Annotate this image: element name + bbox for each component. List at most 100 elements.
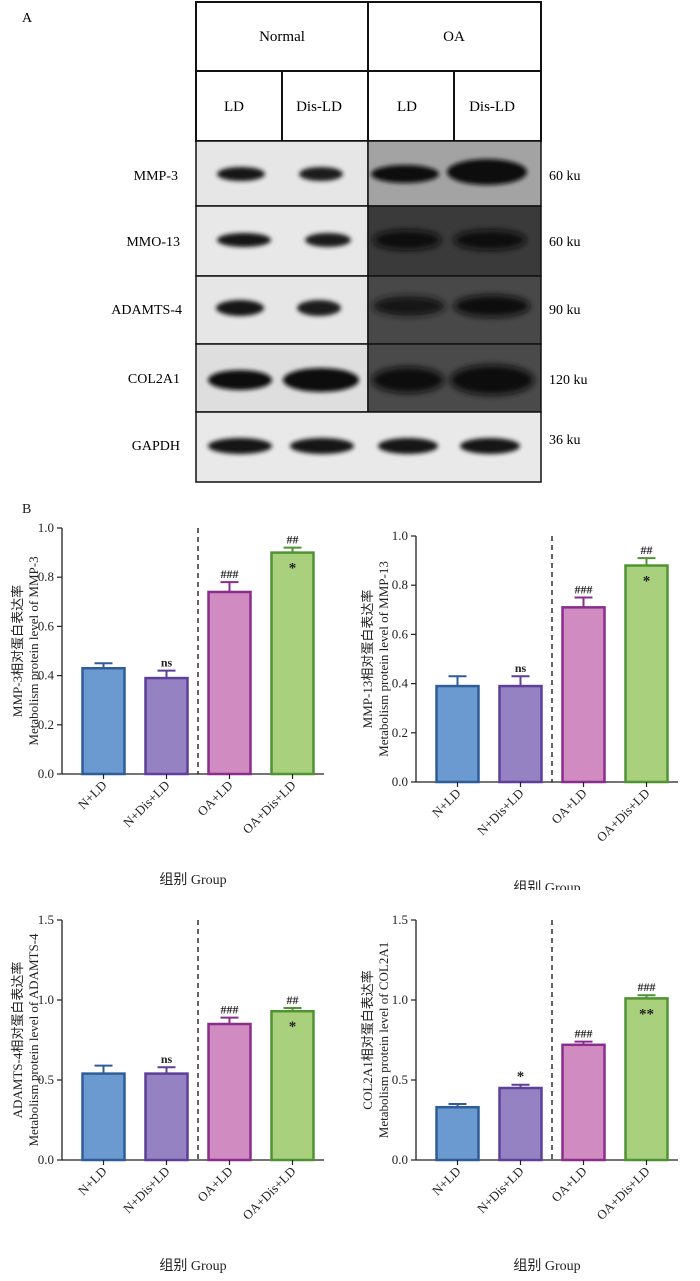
x-tick-label: N+Dis+LD (474, 1164, 527, 1217)
y-tick-label: 1.5 (38, 912, 54, 927)
y-tick-label: 0.0 (38, 766, 54, 781)
group-label-oa: OA (443, 29, 465, 45)
x-axis-title: 组别 Group (513, 1258, 580, 1274)
y-tick-label: 0.8 (392, 577, 408, 592)
bar-1 (435, 1105, 480, 1162)
weight-label-adamts4: 90 ku (549, 303, 581, 318)
bar-4 (270, 1009, 315, 1162)
y-axis-subtitle: Metabolism protein level of COL2A1 (376, 942, 391, 1138)
y-tick-label: 0.2 (38, 717, 54, 732)
y-tick-label: 0.5 (38, 1072, 54, 1087)
bar-chart-col2a1: 0.0 0.5 1.0 1.5 N+LD N+Dis+LD * OA+LD ### OA+Dis+… (360, 912, 678, 1274)
blot-strip-mmo13 (195, 205, 542, 277)
y-axis-title: MMP-13相对蛋白表达率 (360, 590, 375, 729)
lane-label-4: Dis-LD (469, 99, 515, 115)
y-tick-label: 0.4 (38, 668, 55, 683)
y-tick-label: 1.0 (392, 528, 408, 543)
bar-3 (207, 1022, 252, 1162)
western-blot-panel: A Normal OA LD Dis-LD LD Dis-LD (22, 1, 588, 483)
y-tick-label: 0.4 (392, 676, 409, 691)
y-tick-label: 1.0 (38, 520, 54, 535)
y-tick-label: 1.0 (38, 992, 54, 1007)
blot-strip-gapdh (195, 411, 542, 483)
bar-3 (207, 590, 252, 776)
bar-1 (435, 684, 480, 784)
significance-label: ### (575, 583, 593, 597)
significance-label: ## (287, 993, 299, 1007)
y-tick-label: 0.2 (392, 725, 408, 740)
significance-label: ns (161, 656, 173, 670)
significance-star: * (643, 574, 651, 590)
significance-star: * (517, 1069, 525, 1085)
significance-label: ns (515, 661, 527, 675)
panel-b-letter: B (22, 502, 32, 517)
x-tick-label: N+LD (75, 778, 110, 813)
x-tick-label: OA+Dis+LD (239, 778, 298, 837)
y-axis-subtitle: Metabolism protein level of MMP-3 (26, 556, 41, 745)
weight-label-mmp3: 60 ku (549, 169, 581, 184)
x-tick-label: N+Dis+LD (474, 786, 527, 839)
y-axis-subtitle: Metabolism protein level of MMP-13 (376, 561, 391, 757)
y-tick-label: 0.5 (392, 1072, 408, 1087)
weight-label-mmo13: 60 ku (549, 235, 581, 250)
significance-label: ## (641, 543, 653, 557)
y-tick-label: 0.0 (392, 774, 408, 789)
y-axis-title: ADAMTS-4相对蛋白表达率 (10, 962, 25, 1119)
lane-label-2: Dis-LD (296, 99, 342, 115)
bar-2 (498, 684, 543, 784)
bar-chart-adamts4: 0.0 0.5 1.0 1.5 N+LD N+Dis+LD ns OA+LD ### OA+Dis… (10, 912, 324, 1274)
x-tick-label: OA+LD (548, 1164, 589, 1205)
x-tick-label: OA+Dis+LD (593, 786, 652, 845)
significance-label: ### (221, 1003, 239, 1017)
significance-label: ### (638, 980, 656, 994)
x-tick-label: OA+LD (194, 778, 235, 819)
x-axis-title: 组别 Group (159, 1258, 226, 1274)
group-label-normal: Normal (259, 29, 305, 45)
bar-4 (270, 551, 315, 776)
x-tick-label: OA+LD (548, 786, 589, 827)
x-tick-label: N+LD (429, 1164, 464, 1199)
x-tick-label: N+LD (75, 1164, 110, 1199)
x-axis-title: 组别 Group (159, 872, 226, 888)
bar-3 (561, 1043, 606, 1162)
bar-4 (624, 564, 669, 784)
significance-star: * (289, 1019, 297, 1035)
x-tick-label: OA+LD (194, 1164, 235, 1205)
weight-label-col2a1: 120 ku (549, 373, 588, 388)
protein-label-mmp3: MMP-3 (134, 169, 178, 184)
y-tick-label: 1.5 (392, 912, 408, 927)
y-tick-label: 0.0 (38, 1152, 54, 1167)
x-tick-label: N+Dis+LD (120, 778, 173, 831)
lane-label-3: LD (397, 99, 417, 115)
protein-label-gapdh: GAPDH (132, 439, 180, 454)
blot-strip-mmp3 (195, 140, 542, 207)
bar-chart-mmp13: 0.00.20.40.60.81.0N+LD N+Dis+LDnsOA+LD###… (360, 528, 678, 890)
y-tick-label: 0.0 (392, 1152, 408, 1167)
y-tick-label: 0.6 (38, 618, 55, 633)
protein-label-adamts4: ADAMTS-4 (111, 303, 182, 318)
y-axis-subtitle: Metabolism protein level of ADAMTS-4 (26, 933, 41, 1147)
significance-label: ### (575, 1027, 593, 1041)
significance-label: ## (287, 533, 299, 547)
x-tick-label: OA+Dis+LD (593, 1164, 652, 1223)
y-axis-title: MMP-3相对蛋白表达率 (10, 585, 25, 717)
lane-label-1: LD (224, 99, 244, 115)
bar-2 (144, 676, 189, 776)
bar-chart-mmp3: 0.00.20.40.60.81.0N+LD N+Dis+LDnsOA+LD###… (10, 520, 324, 888)
bar-4 (624, 997, 669, 1162)
blot-strip-adamts4 (195, 275, 542, 345)
y-tick-label: 0.6 (392, 626, 409, 641)
significance-label: ns (161, 1052, 173, 1066)
panel-a-letter: A (22, 11, 33, 26)
significance-star: * (289, 561, 297, 577)
protein-label-mmo13: MMO-13 (126, 235, 180, 250)
bar-2 (144, 1072, 189, 1162)
x-tick-label: N+Dis+LD (120, 1164, 173, 1217)
bar-2 (498, 1086, 543, 1162)
bar-1 (81, 1072, 126, 1162)
significance-star: ** (639, 1006, 654, 1022)
x-tick-label: OA+Dis+LD (239, 1164, 298, 1223)
bar-1 (81, 666, 126, 776)
x-tick-label: N+LD (429, 786, 464, 821)
significance-label: ### (221, 567, 239, 581)
